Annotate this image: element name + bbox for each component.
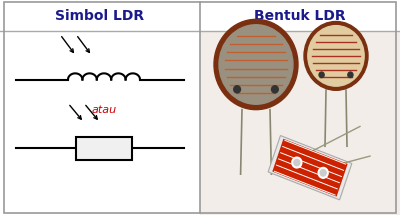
Text: Bentuk LDR: Bentuk LDR — [254, 9, 346, 23]
Polygon shape — [272, 139, 348, 197]
Polygon shape — [268, 135, 352, 200]
Circle shape — [219, 25, 293, 104]
Circle shape — [319, 72, 324, 78]
Circle shape — [320, 170, 326, 176]
Circle shape — [272, 86, 278, 93]
Circle shape — [294, 159, 300, 166]
Circle shape — [214, 19, 298, 110]
Text: atau: atau — [92, 105, 116, 115]
Circle shape — [308, 26, 364, 86]
Circle shape — [304, 22, 368, 90]
Circle shape — [348, 72, 353, 78]
Bar — [200, 31, 400, 215]
Text: Simbol LDR: Simbol LDR — [56, 9, 144, 23]
Circle shape — [318, 167, 328, 178]
Circle shape — [234, 86, 240, 93]
Bar — [76, 137, 132, 160]
Circle shape — [292, 157, 302, 168]
